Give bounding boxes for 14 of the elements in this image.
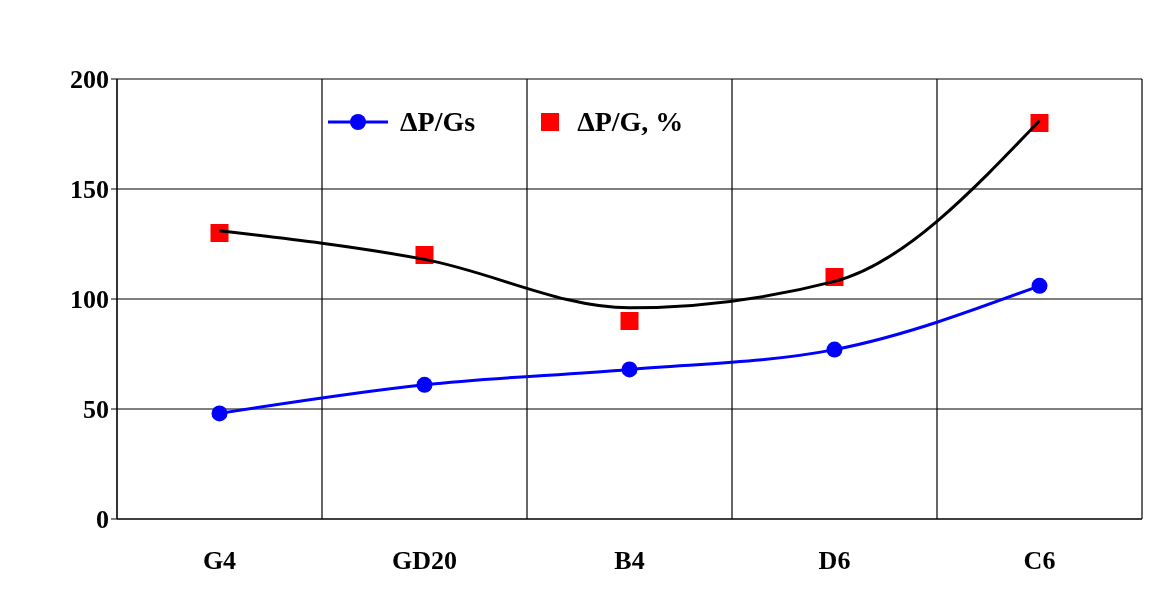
x-tick-label: C6 bbox=[1023, 546, 1056, 576]
x-tick-label: GD20 bbox=[392, 546, 457, 576]
y-tick-label: 200 bbox=[70, 65, 109, 95]
point bbox=[620, 312, 639, 330]
legend-label: ΔP/Gs bbox=[400, 106, 476, 138]
y-tick-label: 150 bbox=[70, 175, 109, 205]
y-tick-label: 100 bbox=[70, 285, 109, 315]
x-tick-label: D6 bbox=[818, 546, 851, 576]
y-tick-label: 0 bbox=[96, 505, 109, 535]
x-tick-label: B4 bbox=[614, 546, 645, 576]
legend-label: ΔP/G, % bbox=[577, 106, 684, 138]
y-tick-label: 50 bbox=[83, 395, 109, 425]
point bbox=[210, 224, 229, 242]
x-tick-label: G4 bbox=[202, 546, 237, 576]
